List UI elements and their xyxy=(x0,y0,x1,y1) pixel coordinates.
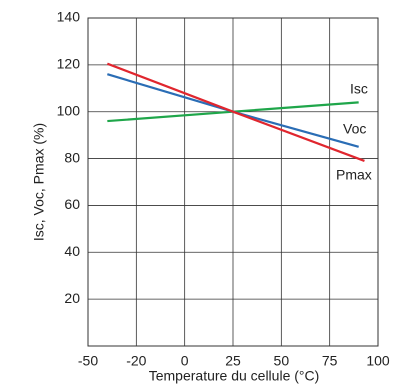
x-tick-label: -50 xyxy=(78,353,98,369)
y-tick-label: 80 xyxy=(64,149,80,165)
y-tick-label: 60 xyxy=(64,196,80,212)
y-axis-label: Isc, Voc, Pmax (%) xyxy=(31,123,47,241)
y-tick-label: 40 xyxy=(64,243,80,259)
y-tick-label: 140 xyxy=(57,9,81,25)
x-axis-label: Temperature du cellule (°C) xyxy=(149,368,320,384)
y-tick-label: 100 xyxy=(57,102,81,118)
y-tick-label: 120 xyxy=(57,56,81,72)
series-line xyxy=(106,62,365,162)
series-label: Pmax xyxy=(336,167,372,183)
x-tick-label: 100 xyxy=(366,353,390,369)
x-tick-label: 25 xyxy=(225,353,241,369)
x-tick-label: 50 xyxy=(274,353,290,369)
series-label: Voc xyxy=(343,121,366,137)
x-tick-label: 75 xyxy=(322,353,338,369)
y-tick-label: 20 xyxy=(64,290,80,306)
x-tick-label: 0 xyxy=(181,353,189,369)
series-label: Isc xyxy=(350,81,368,97)
x-tick-label: -20 xyxy=(126,353,146,369)
